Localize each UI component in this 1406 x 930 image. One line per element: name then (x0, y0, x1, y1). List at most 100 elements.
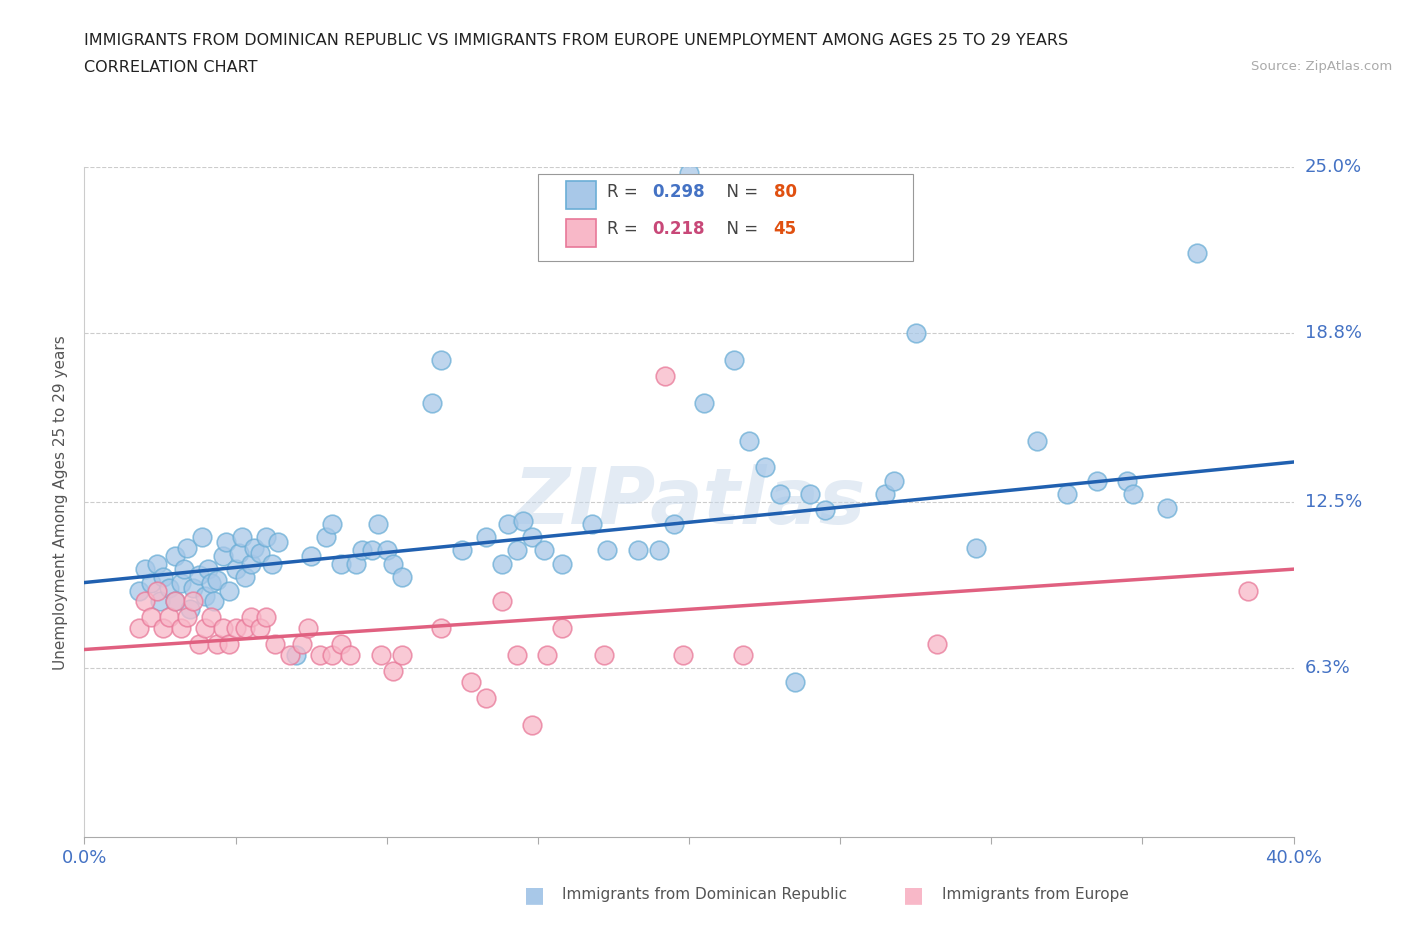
Point (194, 620, 217, 635)
Text: R =: R = (607, 182, 643, 201)
Point (249, 546, 271, 561)
Point (146, 583, 169, 598)
Point (284, 647, 308, 662)
Point (134, 562, 156, 577)
Point (225, 620, 247, 635)
Point (200, 610, 222, 625)
Point (925, 637, 948, 652)
Point (1237, 583, 1260, 598)
Point (170, 620, 193, 635)
Point (491, 556, 513, 571)
Point (225, 562, 247, 577)
Point (647, 543, 671, 558)
Point (207, 637, 229, 652)
Point (1025, 433, 1047, 448)
Point (596, 543, 619, 558)
Point (212, 620, 235, 635)
Point (149, 594, 172, 609)
Point (1116, 473, 1139, 488)
Point (278, 647, 301, 662)
Point (339, 647, 361, 662)
Point (170, 575, 193, 590)
Point (299, 549, 322, 564)
Point (176, 610, 198, 625)
Point (754, 460, 776, 475)
Point (157, 580, 180, 595)
Text: ZIPatlas: ZIPatlas (513, 464, 865, 540)
Point (769, 486, 792, 501)
Point (260, 556, 283, 571)
Point (267, 535, 290, 550)
Point (783, 674, 806, 689)
Point (965, 540, 987, 555)
Text: 45: 45 (773, 220, 797, 238)
Point (188, 637, 211, 652)
Text: 0.298: 0.298 (652, 182, 706, 201)
Point (375, 543, 398, 558)
Point (536, 647, 558, 662)
Text: 6.3%: 6.3% (1305, 659, 1350, 677)
Point (1122, 486, 1144, 501)
Point (212, 549, 235, 564)
Point (672, 647, 695, 662)
Point (678, 166, 700, 180)
Point (191, 529, 214, 544)
Point (391, 647, 413, 662)
Point (381, 556, 404, 571)
Point (181, 580, 204, 595)
Point (475, 529, 498, 544)
Text: ■: ■ (904, 884, 924, 905)
Point (152, 570, 174, 585)
Text: N =: N = (716, 220, 763, 238)
Point (163, 594, 186, 609)
Point (330, 556, 353, 571)
Point (551, 556, 574, 571)
Point (370, 647, 392, 662)
Point (533, 543, 555, 558)
Point (430, 620, 453, 635)
Y-axis label: Unemployment Among Ages 25 to 29 years: Unemployment Among Ages 25 to 29 years (53, 335, 69, 670)
Point (218, 583, 240, 598)
Text: CORRELATION CHART: CORRELATION CHART (84, 60, 257, 75)
Point (451, 543, 474, 558)
Point (420, 395, 443, 410)
Text: ■: ■ (524, 884, 544, 905)
Point (654, 369, 676, 384)
Point (904, 326, 927, 341)
Text: R =: R = (607, 220, 643, 238)
Point (505, 647, 527, 662)
Point (139, 575, 162, 590)
Point (491, 594, 513, 609)
Point (146, 556, 169, 571)
Point (814, 503, 837, 518)
Point (693, 395, 716, 410)
Point (218, 637, 240, 652)
Point (228, 546, 250, 561)
Text: N =: N = (716, 182, 763, 201)
Point (263, 637, 285, 652)
Text: 12.5%: 12.5% (1305, 493, 1362, 512)
Point (163, 549, 186, 564)
Point (475, 690, 498, 705)
Point (1085, 473, 1108, 488)
Point (239, 610, 262, 625)
Point (321, 516, 343, 531)
Point (1185, 246, 1208, 260)
Point (254, 529, 277, 544)
Point (738, 433, 761, 448)
Point (662, 516, 685, 531)
Text: IMMIGRANTS FROM DOMINICAN REPUBLIC VS IMMIGRANTS FROM EUROPE UNEMPLOYMENT AMONG : IMMIGRANTS FROM DOMINICAN REPUBLIC VS IM… (84, 33, 1069, 47)
Point (181, 594, 204, 609)
Point (231, 529, 253, 544)
Point (520, 717, 543, 732)
Point (1156, 500, 1178, 515)
Point (128, 583, 150, 598)
Point (194, 589, 217, 604)
Point (520, 529, 543, 544)
Point (202, 594, 225, 609)
Point (723, 352, 745, 367)
Point (249, 620, 271, 635)
Point (460, 674, 482, 689)
Point (367, 516, 389, 531)
Point (297, 620, 319, 635)
